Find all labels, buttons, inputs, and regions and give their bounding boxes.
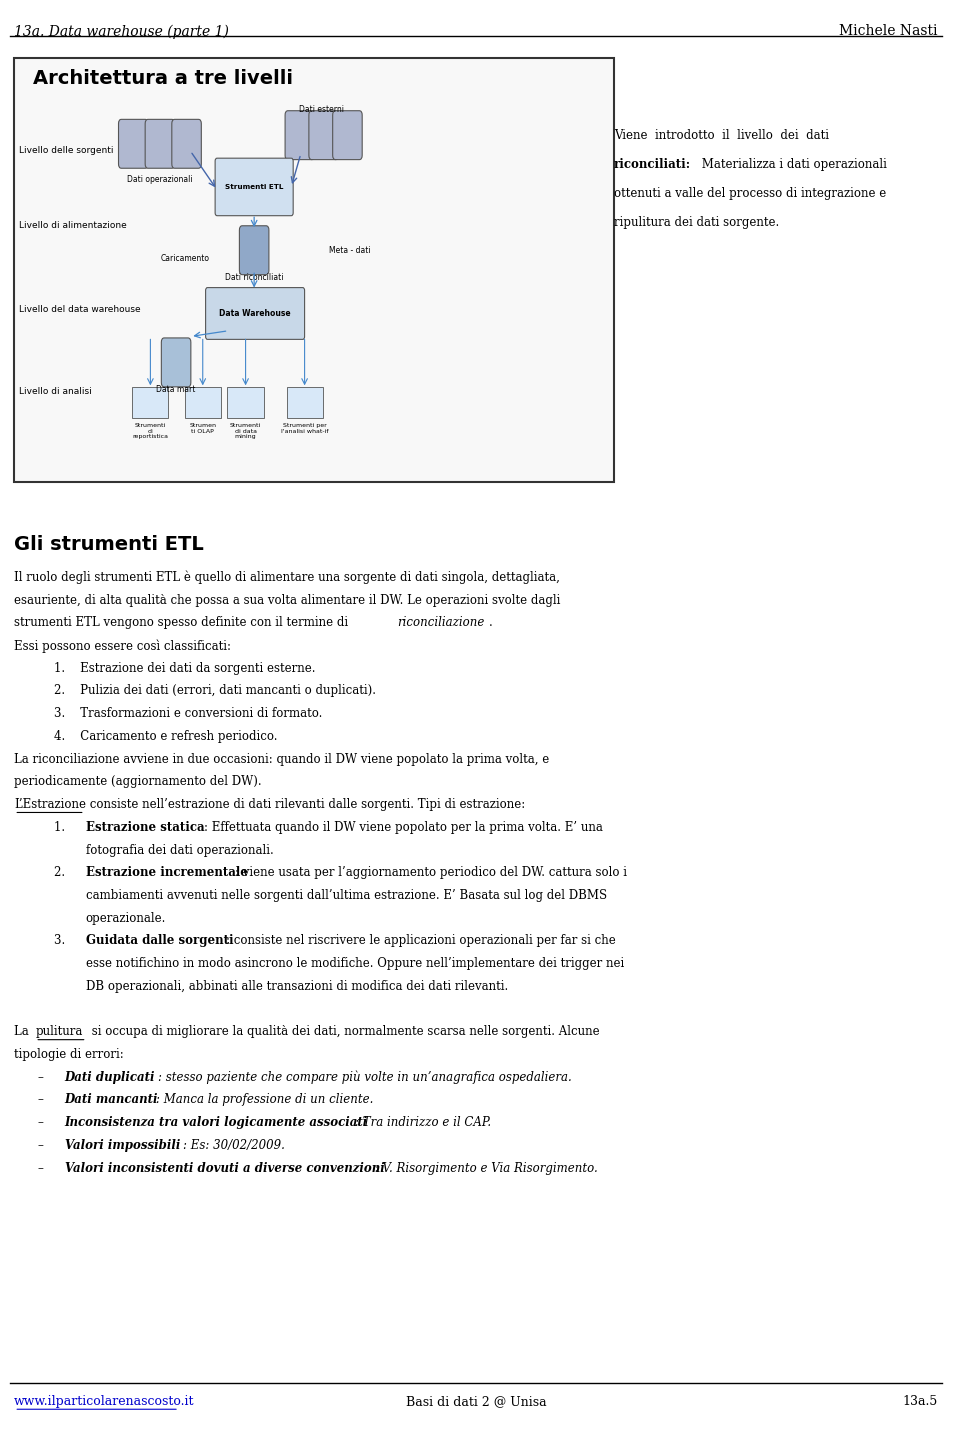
- Text: 13a.5: 13a.5: [902, 1395, 938, 1408]
- FancyBboxPatch shape: [285, 111, 315, 160]
- Text: DB operazionali, abbinati alle transazioni di modifica dei dati rilevanti.: DB operazionali, abbinati alle transazio…: [85, 979, 508, 992]
- Text: Estrazione statica: Estrazione statica: [85, 821, 204, 834]
- FancyBboxPatch shape: [145, 119, 175, 168]
- FancyBboxPatch shape: [309, 111, 338, 160]
- Text: Viene  introdotto  il  livello  dei  dati: Viene introdotto il livello dei dati: [614, 129, 828, 142]
- Text: operazionale.: operazionale.: [85, 912, 166, 925]
- Text: : consiste nel riscrivere le applicazioni operazionali per far si che: : consiste nel riscrivere le applicazion…: [226, 935, 615, 948]
- FancyBboxPatch shape: [118, 119, 148, 168]
- Text: Livello di alimentazione: Livello di alimentazione: [19, 221, 127, 230]
- Text: La riconciliazione avviene in due occasioni: quando il DW viene popolato la prim: La riconciliazione avviene in due occasi…: [14, 752, 549, 765]
- Text: esauriente, di alta qualità che possa a sua volta alimentare il DW. Le operazion: esauriente, di alta qualità che possa a …: [14, 594, 561, 607]
- Text: –: –: [38, 1139, 59, 1152]
- Text: riconciliazione: riconciliazione: [396, 617, 484, 630]
- Text: Valori inconsistenti dovuti a diverse convenzioni: Valori inconsistenti dovuti a diverse co…: [64, 1162, 384, 1175]
- Text: Caricamento: Caricamento: [161, 255, 210, 263]
- Text: –: –: [38, 1071, 59, 1084]
- Text: Meta - dati: Meta - dati: [329, 246, 372, 255]
- Text: si occupa di migliorare la qualità dei dati, normalmente scarsa nelle sorgenti. : si occupa di migliorare la qualità dei d…: [87, 1025, 599, 1038]
- Text: 1.    Estrazione dei dati da sorgenti esterne.: 1. Estrazione dei dati da sorgenti ester…: [55, 661, 316, 674]
- Text: Strumenti ETL: Strumenti ETL: [225, 184, 283, 190]
- Text: Gli strumenti ETL: Gli strumenti ETL: [14, 535, 204, 554]
- Text: –: –: [38, 1116, 59, 1129]
- Text: 3.    Trasformazioni e conversioni di formato.: 3. Trasformazioni e conversioni di forma…: [55, 707, 323, 720]
- Text: Strumenti
di
reportistica: Strumenti di reportistica: [132, 423, 168, 440]
- Text: tipologie di errori:: tipologie di errori:: [14, 1048, 124, 1061]
- Text: La: La: [14, 1025, 33, 1038]
- Text: Dati duplicati: Dati duplicati: [64, 1071, 156, 1084]
- FancyBboxPatch shape: [286, 387, 323, 418]
- Text: 4.    Caricamento e refresh periodico.: 4. Caricamento e refresh periodico.: [55, 731, 277, 743]
- Text: www.ilparticolarenascosto.it: www.ilparticolarenascosto.it: [14, 1395, 195, 1408]
- Text: 13a. Data warehouse (parte 1): 13a. Data warehouse (parte 1): [14, 24, 229, 39]
- FancyBboxPatch shape: [172, 119, 202, 168]
- Text: Il ruolo degli strumenti ETL è quello di alimentare una sorgente di dati singola: Il ruolo degli strumenti ETL è quello di…: [14, 571, 560, 584]
- FancyBboxPatch shape: [184, 387, 221, 418]
- Text: Basi di dati 2 @ Unisa: Basi di dati 2 @ Unisa: [406, 1395, 546, 1408]
- Text: 2.    Pulizia dei dati (errori, dati mancanti o duplicati).: 2. Pulizia dei dati (errori, dati mancan…: [55, 684, 376, 697]
- Text: esse notifichino in modo asincrono le modifiche. Oppure nell’implementare dei tr: esse notifichino in modo asincrono le mo…: [85, 958, 624, 971]
- FancyBboxPatch shape: [215, 158, 293, 216]
- Text: Data Warehouse: Data Warehouse: [219, 309, 291, 318]
- Text: Michele Nasti: Michele Nasti: [839, 24, 938, 39]
- Text: .: .: [490, 617, 493, 630]
- Text: Guidata dalle sorgenti: Guidata dalle sorgenti: [85, 935, 233, 948]
- Text: : Effettuata quando il DW viene popolato per la prima volta. E’ una: : Effettuata quando il DW viene popolato…: [204, 821, 603, 834]
- Text: consiste nell’estrazione di dati rilevanti dalle sorgenti. Tipi di estrazione:: consiste nell’estrazione di dati rilevan…: [85, 798, 525, 811]
- FancyBboxPatch shape: [228, 387, 264, 418]
- Text: cambiamenti avvenuti nelle sorgenti dall’ultima estrazione. E’ Basata sul log de: cambiamenti avvenuti nelle sorgenti dall…: [85, 889, 607, 902]
- FancyBboxPatch shape: [14, 58, 614, 482]
- Text: Strumenti
di data
mining: Strumenti di data mining: [230, 423, 261, 440]
- Text: 3.: 3.: [55, 935, 81, 948]
- Text: Livello di analisi: Livello di analisi: [19, 387, 92, 395]
- Text: pulitura: pulitura: [36, 1025, 83, 1038]
- FancyBboxPatch shape: [333, 111, 362, 160]
- Text: strumenti ETL vengono spesso definite con il termine di: strumenti ETL vengono spesso definite co…: [14, 617, 352, 630]
- Text: riconciliati:: riconciliati:: [614, 158, 691, 171]
- Text: L’Estrazione: L’Estrazione: [14, 798, 86, 811]
- Text: –: –: [38, 1093, 59, 1106]
- Text: fotografia dei dati operazionali.: fotografia dei dati operazionali.: [85, 844, 274, 857]
- Text: Dati operazionali: Dati operazionali: [127, 175, 193, 184]
- Text: : Manca la professione di un cliente.: : Manca la professione di un cliente.: [156, 1093, 373, 1106]
- Text: ripulitura dei dati sorgente.: ripulitura dei dati sorgente.: [614, 216, 780, 229]
- Text: : viene usata per l’aggiornamento periodico del DW. cattura solo i: : viene usata per l’aggiornamento period…: [235, 866, 627, 879]
- Text: Strumenti per
l'analisi what-if: Strumenti per l'analisi what-if: [281, 423, 328, 434]
- FancyBboxPatch shape: [161, 338, 191, 387]
- Text: : Es: 30/02/2009.: : Es: 30/02/2009.: [182, 1139, 284, 1152]
- Text: : Tra indirizzo e il CAP.: : Tra indirizzo e il CAP.: [355, 1116, 492, 1129]
- Text: periodicamente (aggiornamento del DW).: periodicamente (aggiornamento del DW).: [14, 775, 262, 788]
- Text: Strumen
ti OLAP: Strumen ti OLAP: [189, 423, 216, 434]
- Text: Estrazione incrementale: Estrazione incrementale: [85, 866, 248, 879]
- Text: Essi possono essere così classificati:: Essi possono essere così classificati:: [14, 638, 231, 653]
- Text: Livello delle sorgenti: Livello delle sorgenti: [19, 147, 113, 155]
- Text: ottenuti a valle del processo di integrazione e: ottenuti a valle del processo di integra…: [614, 187, 886, 200]
- Text: Architettura a tre livelli: Architettura a tre livelli: [34, 69, 294, 88]
- Text: Dati esterni: Dati esterni: [300, 105, 345, 114]
- FancyBboxPatch shape: [205, 288, 304, 339]
- Text: Livello del data warehouse: Livello del data warehouse: [19, 305, 141, 313]
- Text: Dati mancanti: Dati mancanti: [64, 1093, 158, 1106]
- Text: Inconsistenza tra valori logicamente associati: Inconsistenza tra valori logicamente ass…: [64, 1116, 368, 1129]
- Text: : V. Risorgimento e Via Risorgimento.: : V. Risorgimento e Via Risorgimento.: [372, 1162, 598, 1175]
- Text: Dati riconciliati: Dati riconciliati: [225, 273, 283, 282]
- Text: Valori impossibili: Valori impossibili: [64, 1139, 180, 1152]
- Text: 2.: 2.: [55, 866, 81, 879]
- FancyBboxPatch shape: [132, 387, 169, 418]
- Text: : stesso paziente che compare più volte in un’anagrafica ospedaliera.: : stesso paziente che compare più volte …: [158, 1071, 572, 1084]
- Text: Data mart: Data mart: [156, 385, 196, 394]
- Text: Materializza i dati operazionali: Materializza i dati operazionali: [698, 158, 887, 171]
- FancyBboxPatch shape: [239, 226, 269, 275]
- Text: –: –: [38, 1162, 59, 1175]
- Text: 1.: 1.: [55, 821, 81, 834]
